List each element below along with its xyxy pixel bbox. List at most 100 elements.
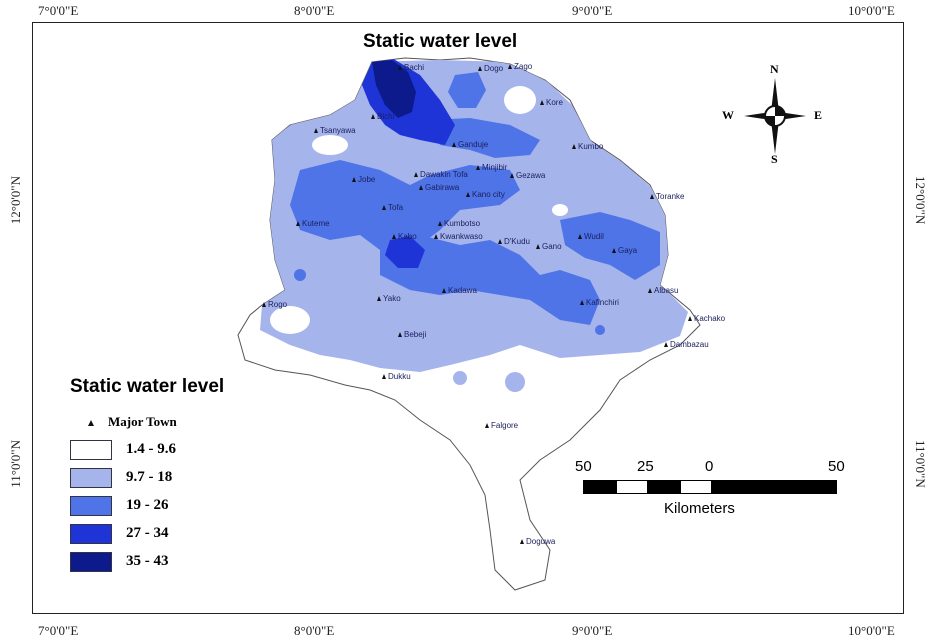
town-label: Rogo	[262, 300, 287, 309]
town-label: Toranke	[650, 192, 684, 201]
scale-tick-50-left: 50	[575, 458, 592, 475]
north-arrow-compass: N S W E	[722, 62, 822, 166]
legend-swatch	[70, 496, 112, 516]
town-label: Gano	[536, 242, 562, 251]
town-label: D'Kudu	[498, 237, 530, 246]
town-label: Dogo	[478, 64, 503, 73]
town-marker-icon	[438, 221, 442, 227]
town-label: Gabirawa	[419, 183, 459, 192]
zone-spot	[505, 372, 525, 392]
town-label: Tofa	[382, 203, 403, 212]
zone-19-26	[448, 72, 486, 108]
town-marker-icon	[578, 234, 582, 240]
scale-segment	[712, 480, 837, 494]
town-marker-icon	[398, 65, 402, 71]
coord-bottom-9e: 9°0'0"E	[572, 623, 613, 638]
town-marker-icon	[434, 234, 438, 240]
compass-rose-icon	[744, 78, 806, 154]
zone-19-26	[560, 212, 660, 280]
town-label: Kwankwaso	[434, 232, 483, 241]
town-marker-icon	[478, 66, 482, 72]
town-marker-icon	[352, 177, 356, 183]
scale-tick-0: 0	[705, 458, 714, 475]
coord-top-10e: 10°0'0"E	[848, 3, 895, 18]
town-label: Dambazau	[664, 340, 709, 349]
town-marker-icon	[540, 100, 544, 106]
zone-19-26	[380, 235, 600, 325]
zone-hole	[552, 204, 568, 216]
scale-tick-50-right: 50	[828, 458, 845, 475]
town-label: Kafinchiri	[580, 298, 619, 307]
scale-segment	[583, 480, 616, 494]
coord-top-8e: 8°0'0"E	[294, 3, 335, 18]
town-marker-icon	[371, 114, 375, 120]
town-label: Falgore	[485, 421, 518, 430]
town-marker-icon	[382, 205, 386, 211]
town-label: Dawakin Tofa	[414, 170, 468, 179]
town-marker-icon	[419, 185, 423, 191]
scale-segment	[680, 480, 712, 494]
town-marker-icon	[377, 296, 381, 302]
scale-segment	[616, 480, 648, 494]
town-marker-icon	[508, 64, 512, 70]
scale-segment	[648, 480, 680, 494]
town-marker-icon	[572, 144, 576, 150]
legend-town-label: Major Town	[108, 414, 177, 429]
town-marker-icon	[452, 142, 456, 148]
zone-spot	[294, 269, 306, 281]
town-label: Bebeji	[398, 330, 426, 339]
town-marker-icon	[498, 239, 502, 245]
town-label: Dukku	[382, 372, 411, 381]
compass-west-label: W	[722, 108, 734, 122]
compass-south-label: S	[771, 152, 778, 166]
scale-bar	[583, 480, 837, 494]
town-marker-icon	[648, 288, 652, 294]
legend-label: 19 - 26	[126, 497, 169, 513]
legend-major-town: Major Town	[88, 414, 177, 430]
town-marker-icon	[296, 221, 300, 227]
town-marker-icon	[520, 539, 524, 545]
town-label: Gezawa	[510, 171, 545, 180]
town-marker-icon	[510, 173, 514, 179]
zone-spot	[595, 325, 605, 335]
town-marker-icon	[466, 192, 470, 198]
town-label: Bichi	[371, 112, 394, 121]
coord-top-7e: 7°0'0"E	[38, 3, 79, 18]
zone-19-26	[430, 118, 540, 158]
town-label: Kano city	[466, 190, 505, 199]
coord-bottom-7e: 7°0'0"E	[38, 623, 79, 638]
map-title: Static water level	[363, 31, 518, 52]
scale-unit: Kilometers	[664, 500, 735, 517]
town-label: Tsanyawa	[314, 126, 356, 135]
zone-27-34	[385, 236, 425, 268]
coord-bottom-8e: 8°0'0"E	[294, 623, 335, 638]
town-label: Yako	[377, 294, 401, 303]
town-marker-icon	[650, 194, 654, 200]
town-label: Bachi	[398, 63, 424, 72]
legend-label: 35 - 43	[126, 553, 169, 569]
town-marker-icon	[536, 244, 540, 250]
zone-35-43	[372, 60, 416, 118]
town-label: Kuteme	[296, 219, 330, 228]
town-label: Kumbotso	[438, 219, 480, 228]
town-label: Wudil	[578, 232, 604, 241]
town-label: Kadawa	[442, 286, 477, 295]
town-label: Doguwa	[520, 537, 555, 546]
coord-right-11n: 11°0'0"N	[913, 440, 928, 488]
legend-swatch	[70, 468, 112, 488]
map-frame	[32, 22, 904, 614]
town-marker-icon	[398, 332, 402, 338]
legend-swatch	[70, 552, 112, 572]
town-label: Kabo	[392, 232, 417, 241]
zone-19-26	[290, 160, 520, 255]
town-marker-icon	[414, 172, 418, 178]
town-label: Ganduje	[452, 140, 488, 149]
town-label: Minjibir	[476, 163, 507, 172]
town-marker-icon	[442, 288, 446, 294]
town-label: Albasu	[648, 286, 678, 295]
compass-east-label: E	[814, 108, 823, 122]
town-label: Zago	[508, 62, 532, 71]
town-marker-icon	[612, 248, 616, 254]
zone-spot	[453, 371, 467, 385]
